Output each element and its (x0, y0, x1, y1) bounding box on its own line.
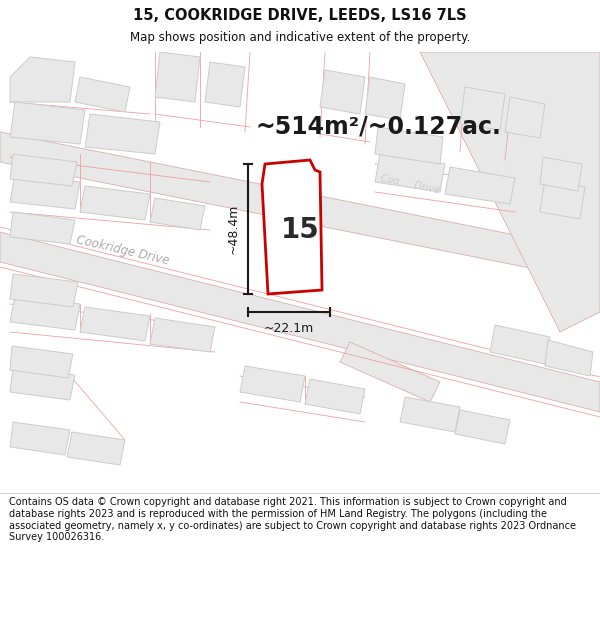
Text: ~22.1m: ~22.1m (264, 322, 314, 335)
Text: ~48.4m: ~48.4m (227, 204, 240, 254)
Polygon shape (540, 179, 585, 219)
Polygon shape (365, 77, 405, 120)
Polygon shape (400, 397, 460, 432)
Polygon shape (80, 186, 150, 220)
Text: Cookridge Drive: Cookridge Drive (75, 233, 170, 267)
Polygon shape (490, 325, 550, 364)
Polygon shape (10, 367, 75, 400)
Polygon shape (445, 167, 515, 204)
Polygon shape (10, 212, 75, 244)
Polygon shape (505, 97, 545, 138)
Polygon shape (262, 160, 322, 294)
Polygon shape (0, 232, 600, 412)
Text: Coo...  Drive: Coo... Drive (380, 173, 441, 195)
Polygon shape (150, 318, 215, 352)
Polygon shape (155, 52, 200, 102)
Polygon shape (455, 410, 510, 444)
Polygon shape (0, 132, 600, 282)
Polygon shape (10, 274, 78, 307)
Polygon shape (150, 198, 205, 230)
Polygon shape (10, 296, 80, 330)
Polygon shape (10, 102, 85, 144)
Polygon shape (67, 432, 125, 465)
Text: ~514m²/~0.127ac.: ~514m²/~0.127ac. (255, 115, 501, 139)
Polygon shape (460, 87, 505, 130)
Polygon shape (340, 342, 440, 402)
Polygon shape (320, 70, 365, 114)
Text: 15: 15 (281, 216, 319, 244)
Polygon shape (375, 127, 443, 164)
Text: Contains OS data © Crown copyright and database right 2021. This information is : Contains OS data © Crown copyright and d… (9, 498, 576, 542)
Polygon shape (420, 52, 600, 332)
Polygon shape (240, 366, 305, 402)
Polygon shape (85, 114, 160, 154)
Polygon shape (10, 422, 70, 455)
Polygon shape (305, 379, 365, 414)
Polygon shape (10, 346, 73, 378)
Text: Map shows position and indicative extent of the property.: Map shows position and indicative extent… (130, 31, 470, 44)
Polygon shape (375, 154, 445, 192)
Polygon shape (10, 154, 77, 186)
Text: 15, COOKRIDGE DRIVE, LEEDS, LS16 7LS: 15, COOKRIDGE DRIVE, LEEDS, LS16 7LS (133, 8, 467, 22)
Polygon shape (80, 307, 150, 341)
Polygon shape (545, 340, 593, 376)
Polygon shape (10, 57, 75, 102)
Polygon shape (205, 62, 245, 107)
Polygon shape (10, 174, 80, 209)
Polygon shape (75, 77, 130, 112)
Polygon shape (540, 157, 582, 191)
